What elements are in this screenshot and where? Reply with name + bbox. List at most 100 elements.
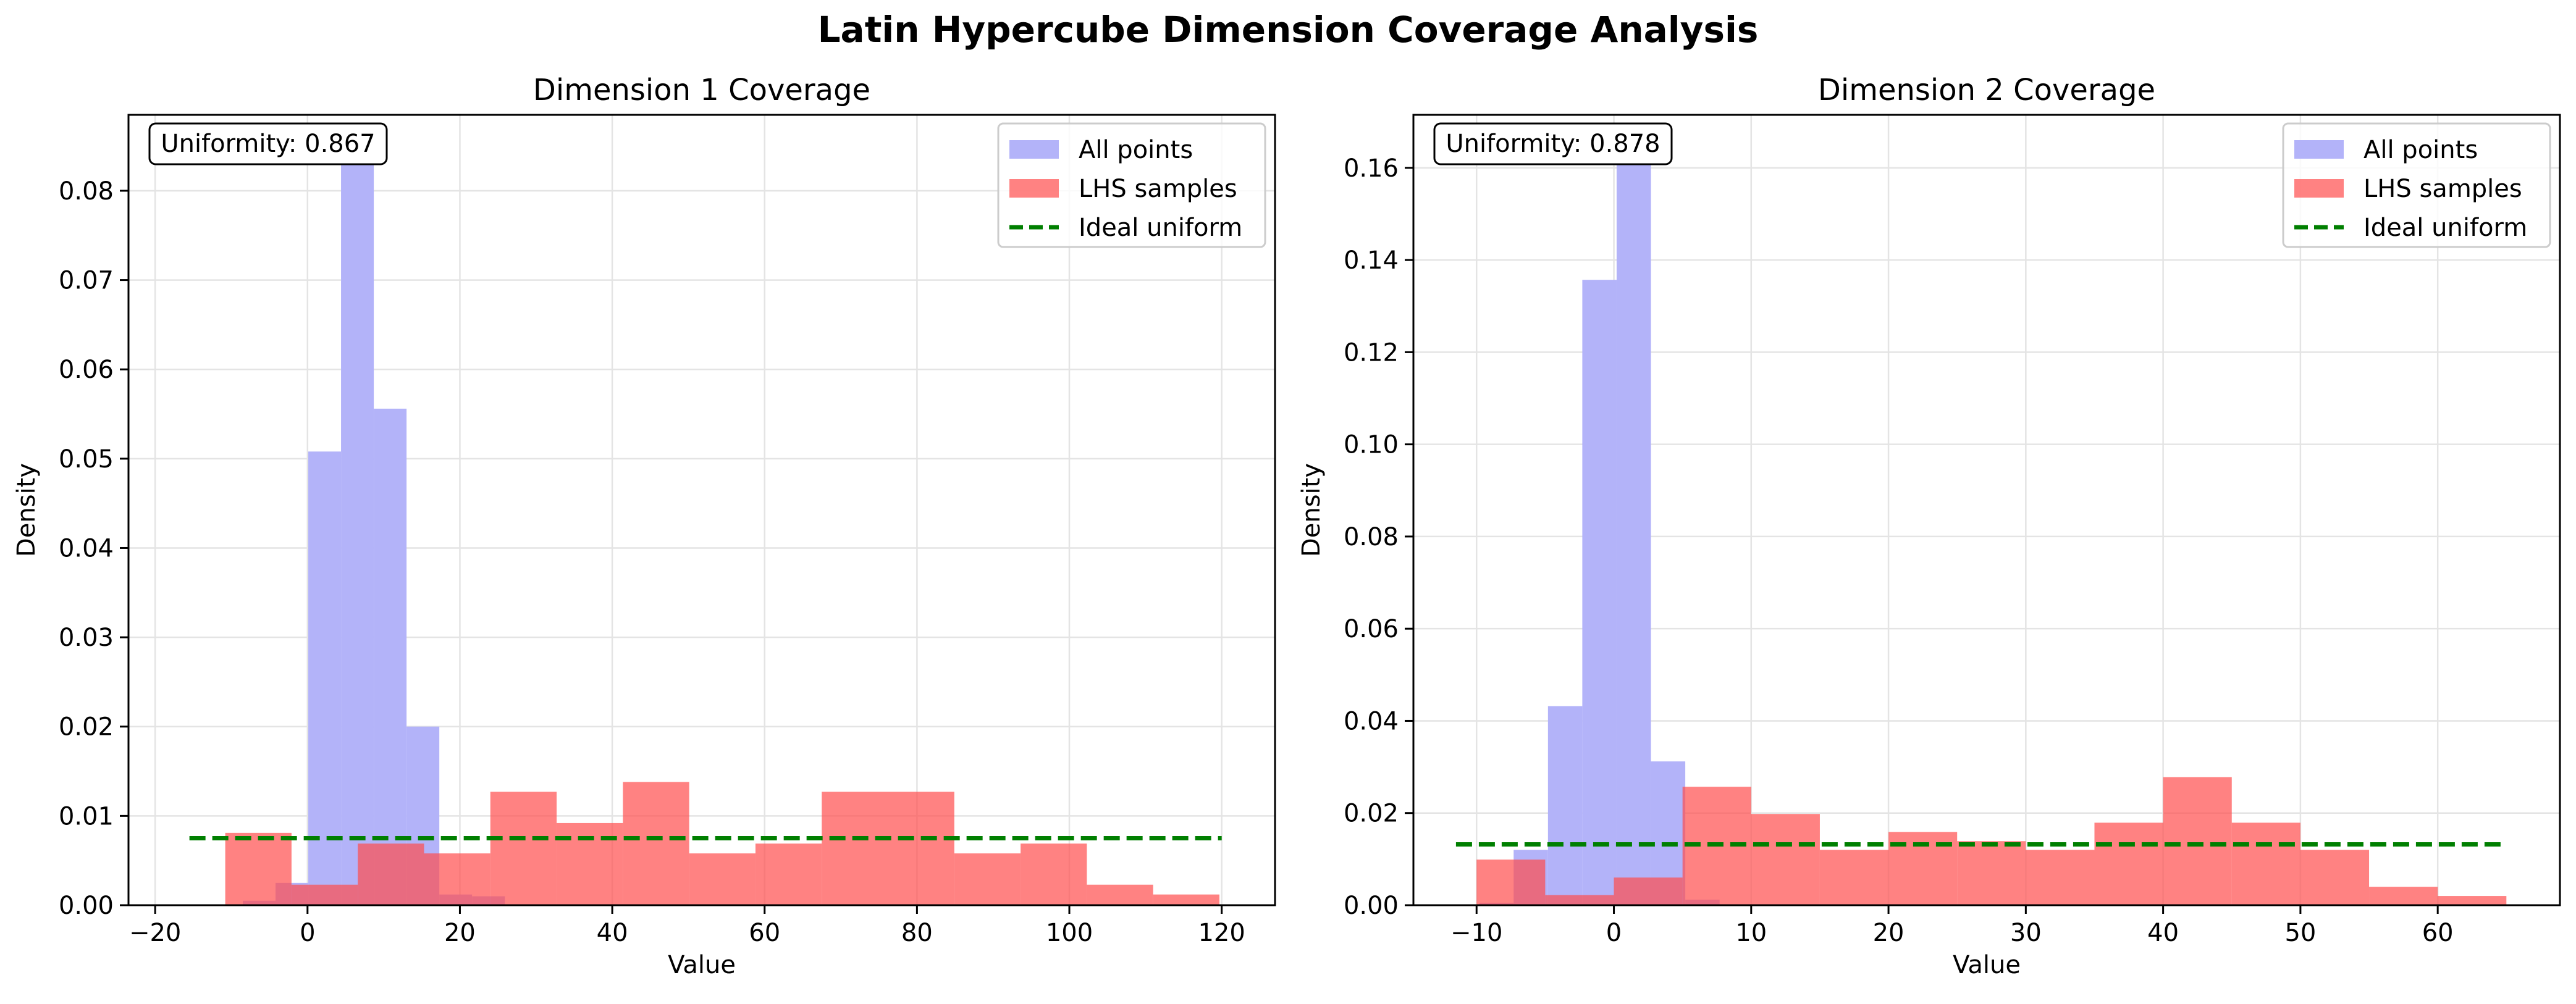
legend-frame — [997, 122, 1266, 248]
legend-frame — [2282, 122, 2551, 248]
bar-lhs-samples — [2300, 850, 2370, 905]
x-tick-label: −20 — [129, 919, 181, 947]
y-tick-label: 0.08 — [1344, 523, 1399, 551]
bar-lhs-samples — [1021, 843, 1087, 905]
bar-lhs-samples — [689, 853, 756, 905]
legend-label: Ideal uniform — [2363, 214, 2527, 242]
y-axis-label: Density — [1297, 463, 1326, 557]
bar-lhs-samples — [1957, 841, 2026, 905]
legend-label: All points — [2363, 136, 2478, 164]
x-tick-label: 60 — [2422, 919, 2454, 947]
legend-swatch — [1009, 140, 1059, 159]
legend-swatch — [1009, 179, 1059, 198]
x-tick-label: 0 — [1606, 919, 1622, 947]
bar-lhs-samples — [291, 884, 358, 905]
figure-title: Latin Hypercube Dimension Coverage Analy… — [817, 9, 1759, 51]
annotation-box — [1433, 122, 1673, 165]
chart-title: Dimension 2 Coverage — [1818, 73, 2155, 107]
bar-lhs-samples — [1545, 895, 1614, 905]
y-tick-label: 0.03 — [59, 624, 114, 652]
x-tick-label: 50 — [2284, 919, 2316, 947]
bar-lhs-samples — [358, 843, 424, 905]
annotation-text: Uniformity: 0.867 — [161, 130, 375, 158]
y-tick-label: 0.02 — [59, 713, 114, 742]
bar-lhs-samples — [1751, 814, 1820, 905]
y-tick-label: 0.07 — [59, 267, 114, 295]
annotation-box — [148, 122, 388, 165]
y-tick-label: 0.16 — [1344, 154, 1399, 183]
legend: All points LHS samples Ideal uniform — [997, 122, 1266, 248]
bar-lhs-samples — [2369, 887, 2438, 905]
chart-dimension-1: −20 0 20 40 60 80 100 120 0.00 0.01 0.02 0.03 0.04 0.… — [12, 73, 1276, 979]
bar-lhs-samples — [557, 822, 623, 905]
y-axis-label: Density — [12, 463, 41, 557]
y-tick-label: 0.14 — [1344, 246, 1399, 275]
y-tick-label: 0.01 — [59, 802, 114, 830]
x-tick-label: −10 — [1450, 919, 1502, 947]
x-tick-label: 10 — [1735, 919, 1767, 947]
legend-label: All points — [1079, 136, 1193, 164]
x-axis-label: Value — [1953, 951, 2021, 979]
x-tick-label: 30 — [2010, 919, 2042, 947]
y-tick-label: 0.05 — [59, 445, 114, 474]
y-tick-label: 0.02 — [1344, 800, 1399, 828]
x-tick-label: 100 — [1046, 919, 1093, 947]
bar-lhs-samples — [1087, 884, 1153, 905]
bar-all-points — [1582, 280, 1617, 905]
legend-label: Ideal uniform — [1079, 214, 1242, 242]
y-tick-label: 0.04 — [1344, 707, 1399, 735]
y-tick-label: 0.08 — [59, 177, 114, 206]
chart-dimension-2: −10 0 10 20 30 40 50 60 0.00 0.02 0.04 0.06 0.08 0.10… — [1297, 73, 2561, 979]
bar-lhs-samples — [1476, 860, 1546, 905]
legend-label: LHS samples — [1079, 175, 1237, 203]
bar-lhs-samples — [2026, 850, 2095, 905]
bar-lhs-samples — [755, 843, 822, 905]
bar-lhs-samples — [424, 853, 490, 905]
legend-swatch — [2294, 140, 2344, 159]
bar-lhs-samples — [822, 792, 888, 905]
y-tick-label: 0.06 — [59, 356, 114, 384]
bar-lhs-samples — [623, 782, 689, 905]
bar-lhs-samples — [1153, 894, 1219, 905]
x-tick-label: 120 — [1198, 919, 1245, 947]
bar-lhs-samples — [2094, 822, 2163, 905]
x-tick-label: 20 — [1873, 919, 1905, 947]
axes-frame — [1412, 114, 2561, 906]
chart-title: Dimension 1 Coverage — [533, 73, 870, 107]
x-tick-label: 20 — [444, 919, 476, 947]
bar-lhs-samples — [2163, 777, 2232, 905]
bars — [225, 155, 1219, 905]
bar-lhs-samples — [225, 832, 292, 905]
bar-lhs-samples — [1614, 877, 1683, 905]
bar-all-points — [1616, 151, 1651, 905]
x-tick-label: 80 — [901, 919, 933, 947]
bar-lhs-samples — [888, 792, 954, 905]
legend-label: LHS samples — [2363, 175, 2522, 203]
bar-all-points — [308, 451, 342, 905]
legend: All points LHS samples Ideal uniform — [2282, 122, 2551, 248]
bar-all-points — [341, 155, 374, 905]
uniformity-annotation: Uniformity: 0.878 — [1433, 122, 1673, 165]
bar-lhs-samples — [954, 853, 1021, 905]
bar-all-points — [374, 408, 407, 905]
y-tick-label: 0.10 — [1344, 431, 1399, 459]
bar-lhs-samples — [1819, 850, 1889, 905]
x-tick-label: 40 — [2147, 919, 2179, 947]
x-tick-label: 60 — [749, 919, 780, 947]
uniformity-annotation: Uniformity: 0.867 — [148, 122, 388, 165]
x-tick-label: 40 — [597, 919, 628, 947]
y-tick-label: 0.00 — [1344, 892, 1399, 920]
x-tick-label: 0 — [300, 919, 315, 947]
bar-lhs-samples — [2231, 822, 2300, 905]
y-tick-label: 0.12 — [1344, 338, 1399, 367]
annotation-text: Uniformity: 0.878 — [1446, 130, 1660, 158]
bar-lhs-samples — [490, 792, 557, 905]
bar-lhs-samples — [2438, 896, 2507, 905]
x-axis-label: Value — [668, 951, 736, 979]
legend-swatch — [2294, 179, 2344, 198]
y-tick-label: 0.04 — [59, 534, 114, 563]
y-tick-label: 0.06 — [1344, 615, 1399, 643]
bar-all-points — [1547, 706, 1583, 905]
axes-frame — [127, 114, 1276, 906]
